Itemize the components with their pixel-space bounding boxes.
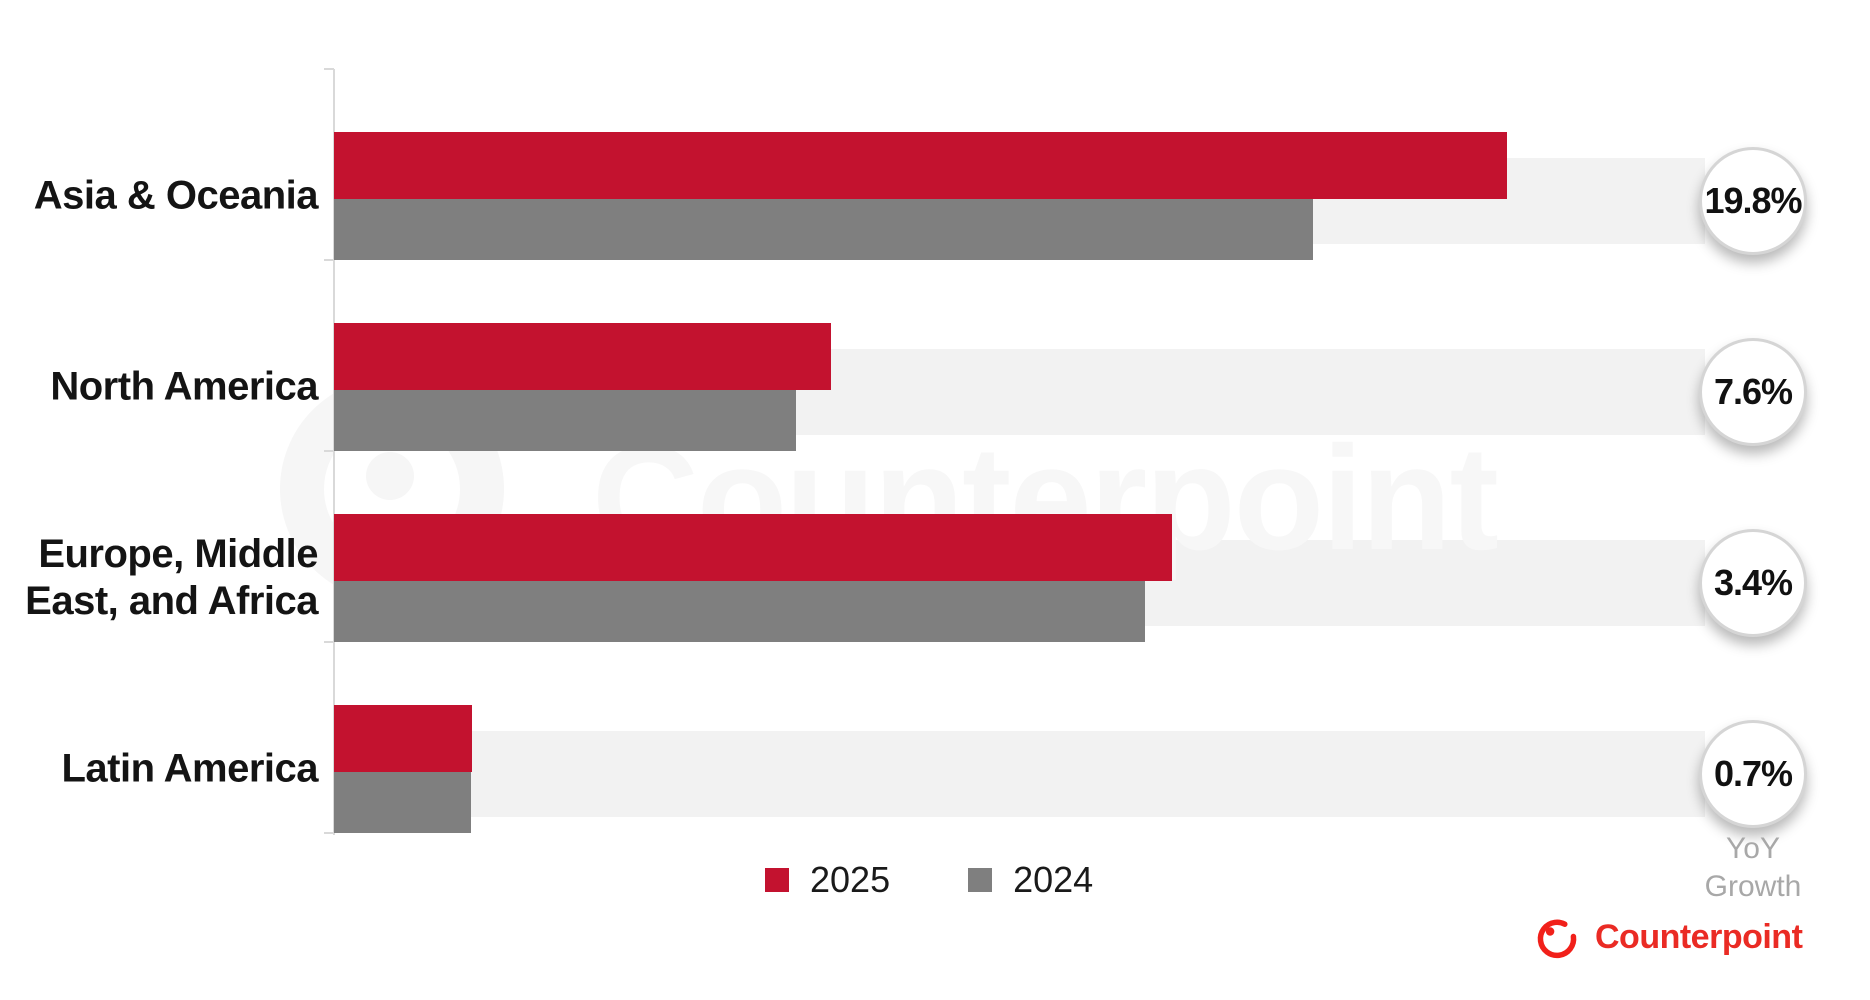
category-label-line: Europe, Middle <box>38 531 318 576</box>
legend-item-2025: 2025 <box>765 859 890 901</box>
legend-label-2025: 2025 <box>810 859 891 900</box>
yoy-note-line2: Growth <box>1704 870 1802 903</box>
category-label-line: Asia & Oceania <box>33 173 319 218</box>
y-axis-line <box>333 69 335 835</box>
category-label-line: North America <box>50 364 318 409</box>
category-label: Asia & Oceania <box>0 172 319 219</box>
counterpoint-logo-icon <box>1537 919 1577 959</box>
category-label: Latin America <box>0 745 318 792</box>
category-label: North America <box>0 363 318 410</box>
axis-tick <box>324 641 334 643</box>
legend-label-2024: 2024 <box>1013 859 1094 900</box>
legend-item-2024: 2024 <box>968 859 1093 901</box>
legend-swatch-2024 <box>968 868 993 892</box>
row-track <box>334 731 1705 817</box>
yoy-growth-badge: 3.4% <box>1699 529 1807 637</box>
legend-swatch-2025 <box>765 868 789 892</box>
legend: 2025 2024 <box>765 859 1093 901</box>
bar-2024 <box>334 581 1145 642</box>
yoy-growth-badge: 7.6% <box>1699 338 1807 446</box>
brand-name: Counterpoint <box>1595 917 1803 956</box>
yoy-growth-badge: 0.7% <box>1699 720 1807 828</box>
bar-2024 <box>334 199 1313 260</box>
category-label-line: Latin America <box>61 746 318 791</box>
bar-2025 <box>334 132 1507 199</box>
bar-2025 <box>334 514 1172 581</box>
bar-2024 <box>334 390 796 451</box>
yoy-note-line1: YoY <box>1726 832 1780 865</box>
bar-2025 <box>334 705 472 772</box>
bar-2024 <box>334 772 471 833</box>
watermark-dot-icon <box>366 452 414 500</box>
brand-lockup: Counterpoint <box>1534 912 1803 962</box>
category-label-line: East, and Africa <box>25 579 318 623</box>
bar-2025 <box>334 323 831 390</box>
category-label: Europe, Middle East, and Africa <box>0 531 318 625</box>
axis-tick <box>324 68 334 70</box>
axis-tick <box>324 450 334 452</box>
axis-tick <box>324 259 334 261</box>
axis-tick <box>324 832 334 834</box>
yoy-growth-note: YoY Growth <box>1660 830 1846 906</box>
yoy-growth-badge: 19.8% <box>1699 147 1807 255</box>
